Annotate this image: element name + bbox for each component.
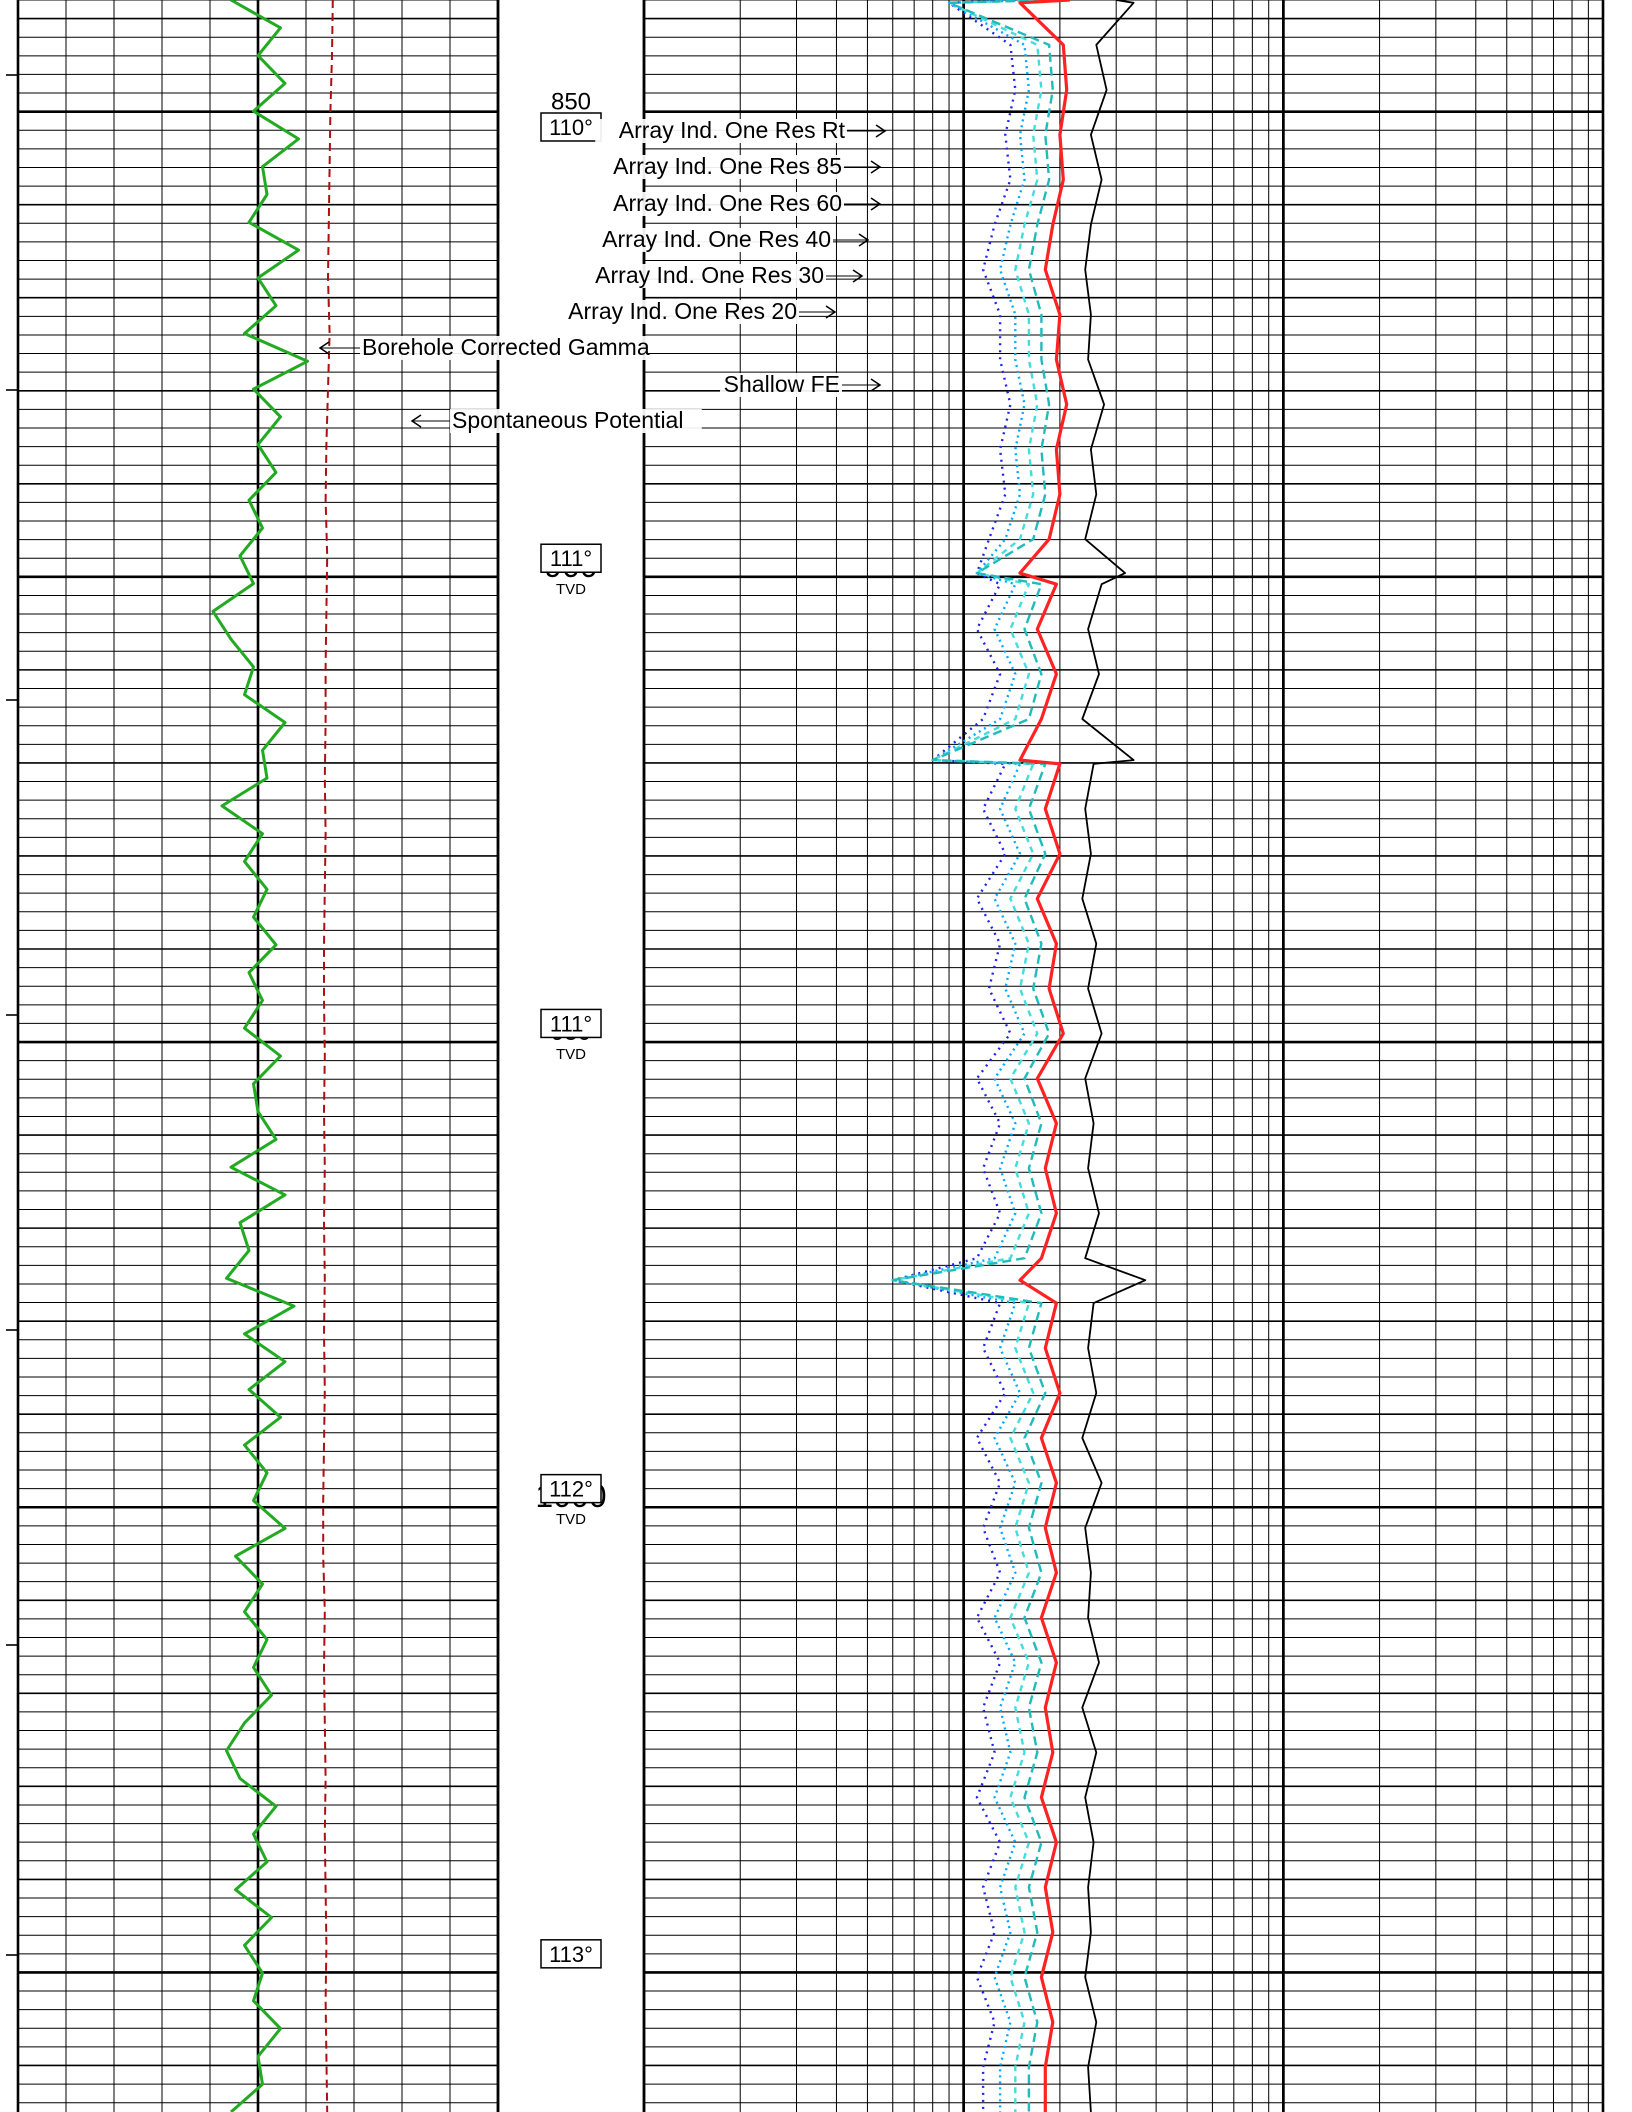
curve-sp bbox=[322, 0, 334, 2112]
curve-label: Array Ind. One Res Rt bbox=[619, 117, 846, 143]
curve-label: Array Ind. One Res 85 bbox=[613, 153, 842, 179]
curve-res60 bbox=[891, 0, 1057, 2112]
inclination-label: 112° bbox=[549, 1477, 593, 1502]
curve-label: Array Ind. One Res 40 bbox=[602, 226, 831, 252]
curve-label: Array Ind. One Res 30 bbox=[595, 262, 824, 288]
depth-label-unit: TVD bbox=[556, 1511, 586, 1528]
curve-label-bg bbox=[547, 300, 799, 324]
arrow-head bbox=[318, 341, 330, 355]
arrow-head bbox=[870, 378, 882, 392]
depth-label-unit: TVD bbox=[556, 581, 586, 598]
curve-label: Array Ind. One Res 60 bbox=[613, 190, 842, 216]
curve-label-bg bbox=[450, 409, 702, 433]
depth-label-unit: TVD bbox=[556, 1046, 586, 1063]
inclination-box bbox=[540, 1008, 602, 1039]
curve-res85 bbox=[1018, 0, 1070, 2112]
curve-label: Shallow FE bbox=[724, 371, 840, 397]
curve-label: Borehole Corrected Gamma bbox=[362, 334, 650, 360]
curve-label-bg bbox=[360, 336, 648, 360]
curve-label-bg bbox=[720, 373, 842, 397]
curve-res30 bbox=[891, 0, 1034, 2112]
arrow-head bbox=[410, 414, 422, 428]
arrow-head bbox=[870, 197, 882, 211]
inclination-box bbox=[540, 543, 602, 573]
curve-label-bg bbox=[592, 192, 844, 216]
inclination-label: 111° bbox=[550, 546, 592, 571]
inclination-label: 113° bbox=[549, 1942, 593, 1967]
arrow-head bbox=[870, 160, 882, 174]
inclination-label: 111° bbox=[550, 1011, 592, 1036]
arrow-head bbox=[858, 233, 870, 247]
inclination-box bbox=[540, 112, 602, 142]
curve-res20 bbox=[891, 0, 1017, 2112]
log-curves bbox=[211, 0, 1147, 2112]
inclination-box bbox=[540, 1939, 602, 1969]
curve-res40 bbox=[891, 0, 1046, 2112]
curve-label-bg bbox=[574, 264, 826, 288]
curve-label-bg bbox=[592, 155, 844, 179]
inclination-label: 110° bbox=[549, 115, 593, 140]
curve-rt bbox=[1081, 0, 1147, 2112]
curve-label-bg bbox=[581, 228, 833, 252]
curve-label-bg bbox=[595, 119, 847, 143]
curve-gamma bbox=[211, 0, 309, 2112]
log-grid bbox=[6, 0, 1605, 2112]
arrow-head bbox=[825, 305, 837, 319]
inclination-box bbox=[540, 1473, 602, 1504]
curve-label: Spontaneous Potential bbox=[452, 407, 683, 433]
depth-label: 850 bbox=[551, 89, 591, 116]
log-labels: 850TVD900TVD950TVD1000TVD110°111°111°112… bbox=[318, 89, 887, 1969]
arrow-head bbox=[875, 124, 887, 138]
curve-label: Array Ind. One Res 20 bbox=[568, 298, 797, 324]
arrow-head bbox=[852, 269, 864, 283]
